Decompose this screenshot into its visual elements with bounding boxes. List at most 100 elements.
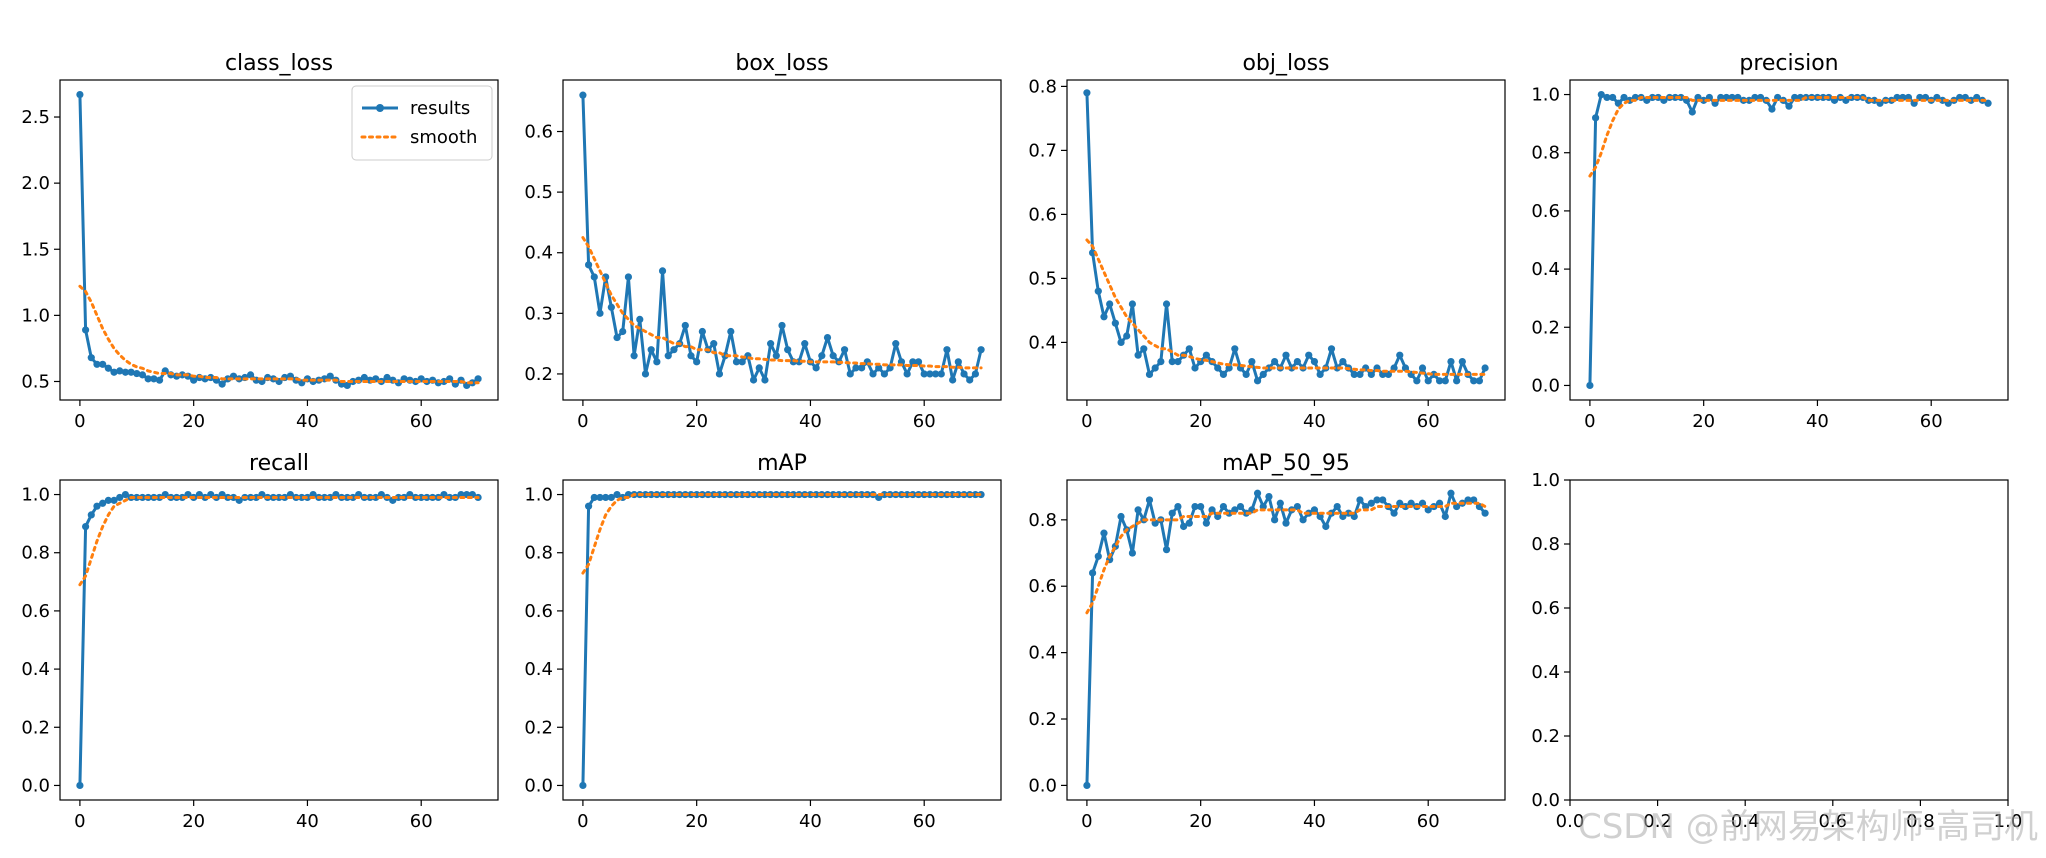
results-point — [121, 490, 130, 499]
results-point — [1470, 496, 1478, 504]
results-point — [1401, 364, 1410, 372]
results-point — [1396, 499, 1404, 507]
x-tick-label: 0.4 — [1731, 811, 1760, 832]
results-point — [326, 372, 334, 380]
y-tick-label: 0.4 — [1531, 662, 1560, 683]
results-point — [926, 370, 934, 378]
results-point — [590, 273, 598, 281]
y-tick-label: 0.5 — [524, 182, 553, 203]
results-point — [698, 327, 706, 336]
x-tick-label: 40 — [1303, 411, 1326, 432]
results-point — [1231, 506, 1239, 514]
results-point — [1785, 102, 1793, 110]
y-tick-label: 2.5 — [21, 107, 50, 128]
results-point — [1128, 549, 1137, 557]
x-tick-label: 60 — [913, 411, 936, 432]
x-tick-label: 0.0 — [1556, 811, 1585, 832]
x-tick-label: 0.6 — [1818, 811, 1847, 832]
smooth-line — [581, 236, 983, 370]
results-point — [829, 352, 837, 360]
results-point — [190, 376, 198, 384]
results-point — [1134, 351, 1142, 359]
y-tick-label: 0.6 — [524, 122, 553, 143]
y-tick-label: 0.8 — [21, 543, 50, 564]
y-tick-label: 0.4 — [524, 243, 553, 264]
results-point — [1648, 93, 1657, 102]
results-point — [1350, 370, 1358, 378]
results-point — [1134, 506, 1142, 514]
x-tick-label: 20 — [1189, 411, 1212, 432]
results-point — [647, 346, 655, 354]
results-point — [343, 381, 351, 390]
results-point — [1145, 370, 1154, 378]
y-tick-label: 0.6 — [1531, 201, 1560, 222]
y-tick-label: 0.0 — [21, 775, 50, 796]
results-point — [1242, 370, 1250, 378]
results-point — [619, 327, 627, 336]
x-tick-label: 40 — [799, 411, 822, 432]
results-point — [755, 364, 763, 372]
results-point — [1174, 358, 1182, 366]
results-point — [852, 364, 860, 372]
y-tick-label: 0.6 — [1028, 576, 1057, 597]
results-point — [687, 352, 695, 360]
results-point — [1208, 506, 1216, 514]
results-point — [1197, 502, 1205, 511]
results-point — [440, 377, 448, 386]
results-point — [1418, 364, 1427, 372]
results-point — [1339, 512, 1347, 521]
y-tick-label: 0.8 — [524, 543, 553, 564]
results-point — [1938, 96, 1947, 104]
results-point — [693, 490, 701, 499]
results-point — [693, 358, 701, 366]
results-point — [93, 360, 101, 368]
results-point — [275, 493, 283, 502]
results-point — [749, 376, 758, 384]
x-tick-label: 0 — [577, 811, 588, 832]
y-tick-label: 1.0 — [524, 485, 553, 506]
x-tick-label: 20 — [182, 811, 205, 832]
x-tick-label: 60 — [1417, 411, 1440, 432]
results-point — [1123, 332, 1131, 340]
results-point — [949, 376, 957, 384]
results-point — [1367, 499, 1375, 507]
y-tick-label: 0.7 — [1028, 140, 1057, 161]
results-point — [858, 490, 866, 499]
results-point — [579, 781, 587, 790]
results-point — [1282, 351, 1290, 359]
results-line — [1588, 93, 1989, 386]
results-point — [880, 490, 888, 499]
results-point — [1271, 358, 1279, 366]
results-point — [1424, 506, 1432, 514]
subplot-title: recall — [249, 451, 309, 476]
results-point — [1111, 319, 1119, 327]
legend-results-label: results — [410, 98, 470, 119]
axes-frame — [1066, 79, 1506, 401]
results-point — [99, 360, 107, 368]
results-point — [880, 370, 888, 378]
results-point — [383, 373, 391, 382]
results-point — [584, 502, 593, 510]
results-point — [1481, 509, 1489, 517]
results-point — [1316, 370, 1324, 378]
y-tick-label: 0.0 — [1531, 790, 1560, 811]
y-tick-label: 0.6 — [1028, 204, 1057, 225]
results-point — [931, 370, 940, 378]
subplot-precision: precision 0 20 40 60 0.0 0.2 0.4 0.6 0.8 1.0 — [1531, 51, 2009, 432]
results-point — [584, 261, 593, 269]
results-point — [252, 493, 260, 502]
results-point — [1162, 300, 1171, 308]
y-tick-label: 0.0 — [1028, 775, 1057, 796]
results-point — [1293, 358, 1301, 366]
results-point — [349, 493, 357, 502]
results-point — [1413, 377, 1421, 385]
y-tick-label: 1.0 — [1531, 85, 1560, 106]
y-tick-label: 1.5 — [21, 239, 50, 260]
results-point — [1168, 509, 1176, 517]
smooth-line — [1085, 238, 1487, 376]
results-point — [1322, 522, 1330, 531]
results-point — [1768, 105, 1776, 113]
results-point — [1248, 358, 1256, 366]
results-point — [772, 352, 780, 360]
